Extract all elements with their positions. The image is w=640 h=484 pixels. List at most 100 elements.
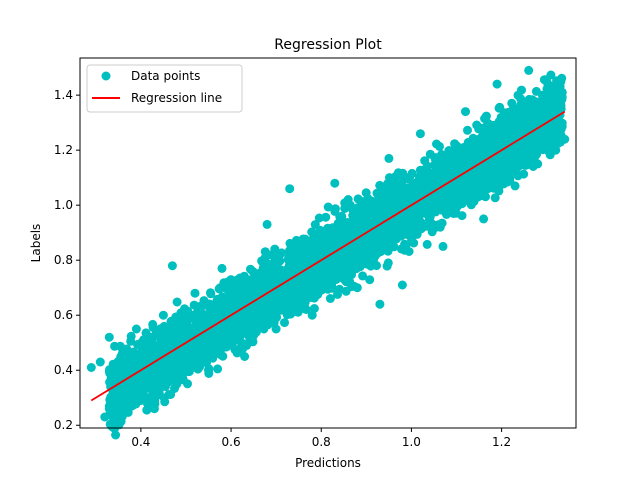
data-point (440, 166, 450, 176)
data-point (269, 279, 279, 289)
data-point (365, 275, 375, 285)
data-point (467, 179, 477, 189)
data-point (353, 194, 363, 204)
data-point (127, 387, 137, 397)
data-point (113, 390, 123, 399)
data-point (445, 147, 454, 157)
y-tick-label: 1.4 (54, 88, 73, 102)
data-point (128, 400, 138, 410)
data-point (190, 288, 200, 298)
data-point (363, 256, 373, 265)
data-point (207, 347, 217, 357)
data-point (358, 271, 368, 281)
data-point (335, 230, 345, 240)
data-point (438, 241, 448, 251)
data-point (179, 317, 189, 327)
data-point (227, 340, 237, 350)
legend-box (86, 64, 243, 113)
data-point (207, 301, 217, 311)
data-point (311, 279, 321, 289)
data-point (274, 252, 284, 262)
data-point (365, 214, 375, 224)
data-point (325, 294, 335, 303)
data-point (280, 318, 289, 328)
data-point (164, 390, 174, 399)
data-point (134, 387, 144, 397)
data-point (426, 209, 436, 218)
y-tick-label: 0.6 (54, 308, 73, 322)
data-point (271, 324, 281, 334)
data-point (334, 219, 344, 228)
data-point (309, 293, 319, 303)
x-axis-ticks: 0.4 0.6 0.8 1.0 1.2 (131, 428, 511, 449)
data-point (423, 161, 432, 171)
data-point (479, 214, 489, 224)
data-point (109, 398, 119, 408)
data-point (345, 200, 355, 210)
data-point (232, 348, 242, 358)
data-point (154, 361, 164, 371)
data-point (158, 310, 168, 320)
data-point (426, 197, 436, 207)
data-point (466, 200, 476, 210)
data-point (483, 118, 493, 128)
data-point (104, 332, 114, 342)
data-point (247, 316, 256, 326)
data-point (147, 393, 157, 403)
scatter-points (86, 65, 570, 440)
x-axis-label: Predictions (295, 456, 361, 470)
data-point (222, 333, 232, 343)
data-point (415, 129, 425, 139)
data-point (307, 310, 317, 320)
data-point (356, 249, 365, 259)
data-point (231, 299, 240, 308)
data-point (370, 252, 380, 261)
data-point (541, 106, 551, 116)
data-point (383, 179, 393, 189)
data-point (375, 180, 385, 190)
data-point (172, 297, 182, 307)
data-point (417, 177, 427, 187)
data-point (388, 185, 398, 194)
data-point (145, 354, 155, 364)
data-point (119, 358, 129, 368)
data-point (232, 287, 242, 297)
data-point (280, 279, 290, 289)
data-point (191, 357, 201, 367)
data-point (502, 163, 511, 173)
data-point (270, 303, 280, 312)
data-point (215, 283, 225, 293)
data-point (330, 238, 340, 248)
data-point (213, 294, 222, 304)
data-point (389, 233, 399, 243)
data-point (160, 343, 170, 353)
data-point (368, 207, 378, 217)
data-point (513, 144, 523, 154)
data-point (478, 137, 488, 147)
data-point (556, 77, 566, 87)
data-point (461, 161, 471, 171)
data-point (220, 342, 230, 351)
data-point (523, 116, 533, 126)
data-point (277, 302, 286, 312)
data-point (86, 363, 96, 372)
data-point (449, 207, 459, 217)
data-point (543, 126, 553, 136)
data-point (380, 194, 390, 204)
data-point (200, 300, 210, 310)
data-point (335, 256, 345, 266)
data-point (266, 250, 276, 260)
data-point (178, 348, 188, 358)
data-point (542, 76, 552, 86)
x-tick-label: 0.6 (222, 435, 241, 449)
data-point (146, 332, 156, 342)
data-point (126, 336, 136, 346)
data-point (337, 211, 347, 221)
data-point (194, 317, 204, 327)
data-point (481, 111, 491, 121)
data-point (466, 150, 476, 160)
data-point (298, 248, 308, 258)
data-point (394, 179, 404, 189)
data-point (407, 168, 417, 178)
